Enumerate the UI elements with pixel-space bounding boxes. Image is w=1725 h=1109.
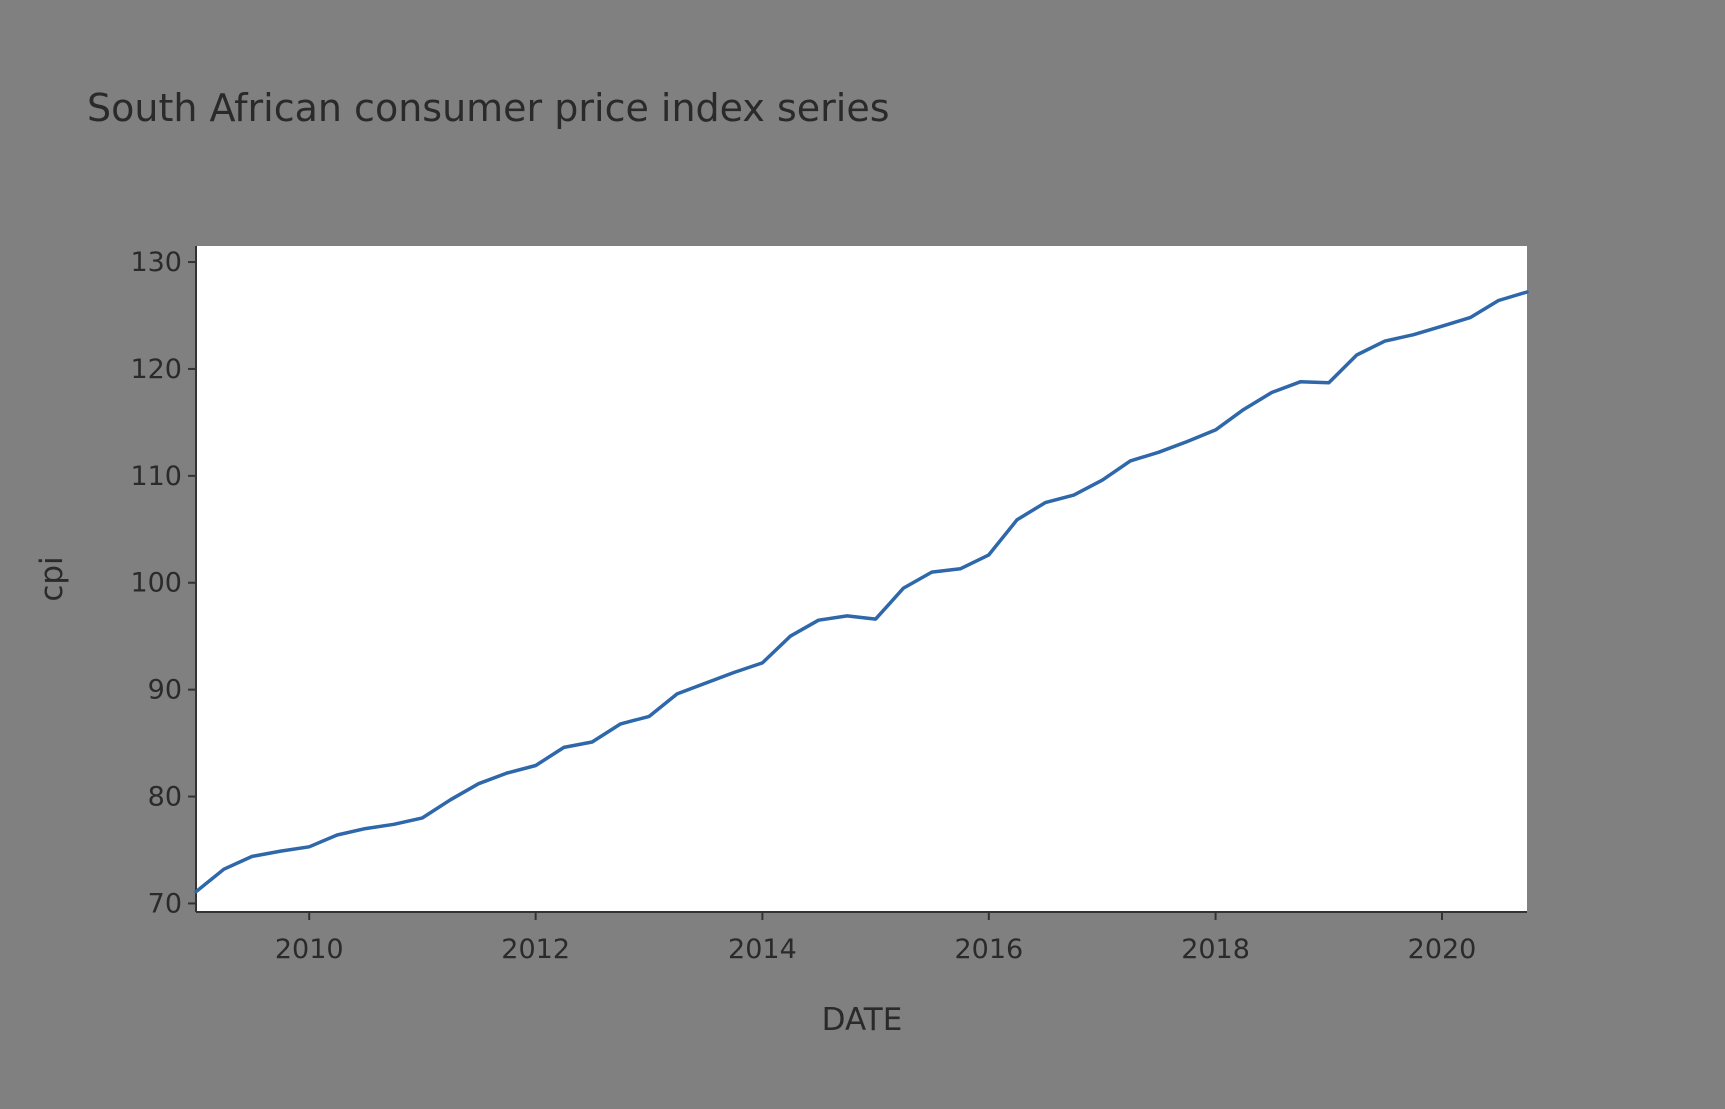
plot-area: [196, 246, 1527, 912]
y-tick-label: 70: [148, 888, 182, 919]
y-tick-label: 130: [130, 247, 182, 278]
x-tick-label: 2016: [954, 934, 1023, 965]
x-ticks: 2010 2012 2014 2016 2018 2020: [275, 912, 1477, 965]
x-tick-label: 2010: [275, 934, 344, 965]
x-tick-label: 2014: [728, 934, 797, 965]
y-tick-label: 100: [130, 568, 182, 599]
y-tick-label: 120: [130, 354, 182, 385]
chart-title: South African consumer price index serie…: [87, 86, 890, 130]
y-ticks: 70 80 90 100 110 120 130: [130, 247, 196, 919]
cpi-series-line: [194, 290, 1529, 894]
y-tick-label: 90: [148, 675, 182, 706]
y-tick-label: 110: [130, 461, 182, 492]
x-tick-label: 2012: [501, 934, 570, 965]
y-tick-label: 80: [148, 782, 182, 813]
y-axis-title: cpi: [34, 556, 70, 601]
x-tick-label: 2020: [1408, 934, 1477, 965]
x-axis-title: DATE: [822, 1002, 903, 1038]
x-tick-label: 2018: [1181, 934, 1250, 965]
